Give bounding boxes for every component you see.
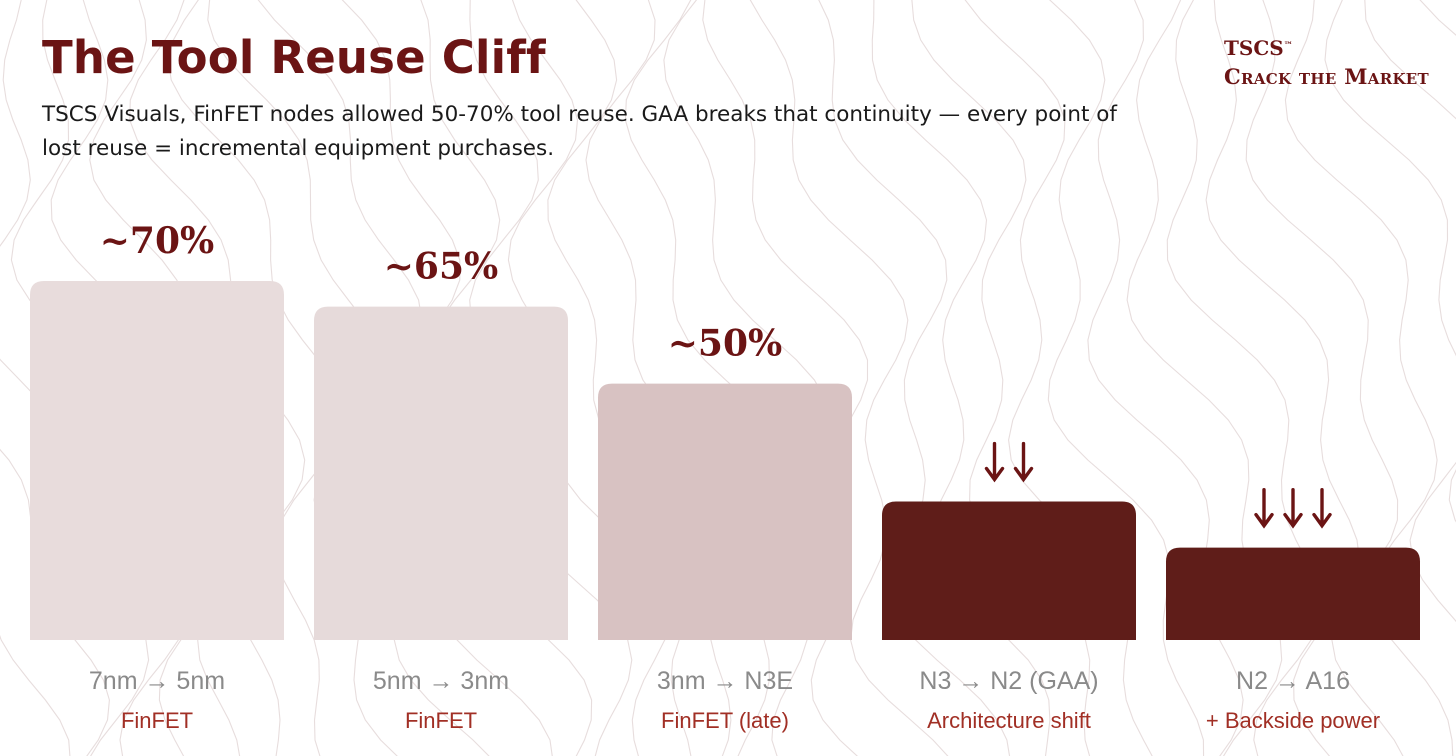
down-arrows-5 <box>1254 487 1332 529</box>
contour-line <box>1364 0 1456 523</box>
subcategory-label-5: + Backside power <box>1206 708 1380 733</box>
category-label-3: 3nm → N3E <box>657 667 793 695</box>
contour-line <box>547 0 712 756</box>
bar-5 <box>1166 547 1420 640</box>
down-arrow-icon <box>1283 487 1303 529</box>
contour-line <box>663 0 830 756</box>
bar-1 <box>30 281 284 640</box>
contour-line <box>0 0 150 756</box>
brand-name: TSCS™ <box>1224 36 1293 60</box>
contour-line <box>1166 0 1322 756</box>
data-label-3: ~50% <box>668 323 782 365</box>
bar-3 <box>598 383 852 640</box>
category-label-4: N3 → N2 (GAA) <box>919 667 1098 695</box>
data-label-1: ~70% <box>100 220 214 262</box>
down-arrow-icon <box>984 441 1005 483</box>
subcategory-label-1: FinFET <box>121 708 193 733</box>
category-label-1: 7nm → 5nm <box>89 667 225 695</box>
contour-line <box>1284 0 1454 756</box>
contour-line <box>964 0 1153 756</box>
contour-line <box>1047 0 1205 756</box>
bar-2 <box>314 306 568 640</box>
down-arrows-4 <box>984 441 1034 483</box>
subcategory-label-3: FinFET (late) <box>661 708 789 733</box>
subcategory-label-4: Architecture shift <box>927 708 1091 733</box>
contour-line <box>911 0 1091 756</box>
down-arrow-icon <box>1254 487 1274 529</box>
subcategory-label-2: FinFET <box>405 708 477 733</box>
contour-line <box>702 0 869 756</box>
contour-line <box>818 0 1011 756</box>
contour-line <box>624 0 790 756</box>
contour-line <box>1324 0 1456 623</box>
contour-line <box>749 0 949 756</box>
page-subtitle: TSCS Visuals, FinFET nodes allowed 50-70… <box>42 102 1117 161</box>
page-title: The Tool Reuse Cliff <box>42 31 546 84</box>
contour-line <box>1087 0 1244 756</box>
down-arrow-icon <box>1013 441 1034 483</box>
data-label-2: ~65% <box>384 246 498 288</box>
down-arrow-icon <box>1312 487 1332 529</box>
contour-line <box>1126 0 1283 756</box>
brand-tagline: Crack the Market <box>1224 64 1429 89</box>
contour-line <box>871 0 1051 756</box>
contour-line <box>1245 0 1404 756</box>
contour-line <box>1205 0 1361 756</box>
contour-line <box>0 634 71 756</box>
category-label-5: N2 → A16 <box>1236 667 1350 695</box>
bar-4 <box>882 501 1136 640</box>
brand-logo: TSCS™ Crack the Market <box>1224 34 1429 92</box>
contour-line <box>0 448 110 756</box>
category-label-2: 5nm → 3nm <box>373 667 509 695</box>
contour-line <box>585 0 751 756</box>
